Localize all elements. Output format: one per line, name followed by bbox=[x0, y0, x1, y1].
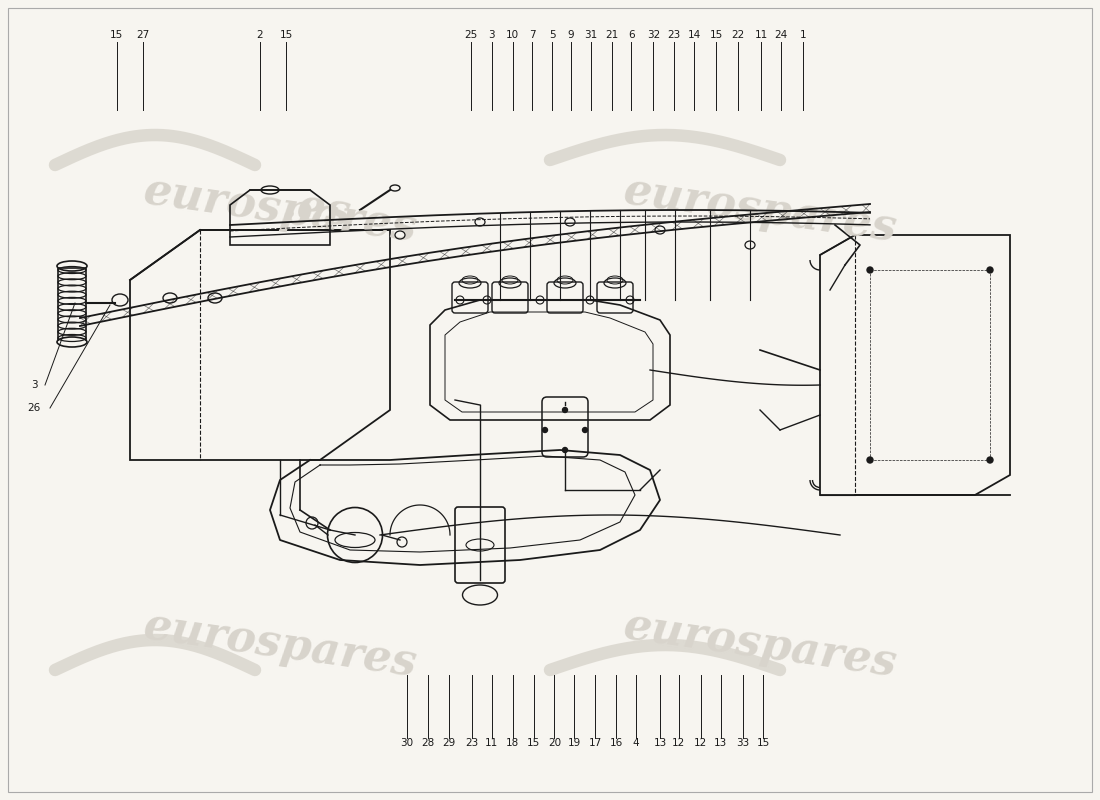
Text: eurospares: eurospares bbox=[141, 170, 419, 250]
Text: 6: 6 bbox=[628, 30, 635, 40]
Text: 30: 30 bbox=[400, 738, 414, 748]
Text: 15: 15 bbox=[527, 738, 540, 748]
Text: 33: 33 bbox=[736, 738, 749, 748]
Text: 20: 20 bbox=[548, 738, 561, 748]
Text: .es: .es bbox=[280, 184, 354, 236]
Text: 18: 18 bbox=[506, 738, 519, 748]
Text: 22: 22 bbox=[732, 30, 745, 40]
Text: 31: 31 bbox=[584, 30, 597, 40]
Text: 2: 2 bbox=[256, 30, 263, 40]
Text: 4: 4 bbox=[632, 738, 639, 748]
Text: 1: 1 bbox=[800, 30, 806, 40]
Text: 23: 23 bbox=[668, 30, 681, 40]
Text: 26: 26 bbox=[28, 403, 41, 413]
Ellipse shape bbox=[867, 267, 873, 273]
Text: 13: 13 bbox=[653, 738, 667, 748]
Text: 7: 7 bbox=[529, 30, 536, 40]
Ellipse shape bbox=[987, 267, 993, 273]
Ellipse shape bbox=[542, 427, 548, 433]
Ellipse shape bbox=[867, 457, 873, 463]
Text: 9: 9 bbox=[568, 30, 574, 40]
Text: 11: 11 bbox=[485, 738, 498, 748]
Text: 25: 25 bbox=[464, 30, 477, 40]
Text: 12: 12 bbox=[694, 738, 707, 748]
Text: 29: 29 bbox=[442, 738, 455, 748]
Text: eurospares: eurospares bbox=[620, 170, 900, 250]
Text: 15: 15 bbox=[757, 738, 770, 748]
Text: eurospares: eurospares bbox=[620, 605, 900, 686]
Text: 10: 10 bbox=[506, 30, 519, 40]
Text: 23: 23 bbox=[465, 738, 478, 748]
Text: 13: 13 bbox=[714, 738, 727, 748]
Text: 3: 3 bbox=[488, 30, 495, 40]
Text: 21: 21 bbox=[605, 30, 618, 40]
Text: 12: 12 bbox=[672, 738, 685, 748]
Text: 3: 3 bbox=[31, 380, 37, 390]
Text: 24: 24 bbox=[774, 30, 788, 40]
Text: 19: 19 bbox=[568, 738, 581, 748]
Text: 32: 32 bbox=[647, 30, 660, 40]
Ellipse shape bbox=[987, 457, 993, 463]
Text: 15: 15 bbox=[710, 30, 723, 40]
Text: 5: 5 bbox=[549, 30, 556, 40]
Ellipse shape bbox=[583, 427, 587, 433]
Text: 11: 11 bbox=[755, 30, 768, 40]
Text: 16: 16 bbox=[609, 738, 623, 748]
Text: 15: 15 bbox=[279, 30, 293, 40]
Text: 28: 28 bbox=[421, 738, 434, 748]
Ellipse shape bbox=[562, 407, 568, 413]
Ellipse shape bbox=[562, 447, 568, 453]
Text: 14: 14 bbox=[688, 30, 701, 40]
Text: 27: 27 bbox=[136, 30, 150, 40]
Text: 17: 17 bbox=[588, 738, 602, 748]
Text: eurospares: eurospares bbox=[141, 605, 419, 686]
Text: 15: 15 bbox=[110, 30, 123, 40]
